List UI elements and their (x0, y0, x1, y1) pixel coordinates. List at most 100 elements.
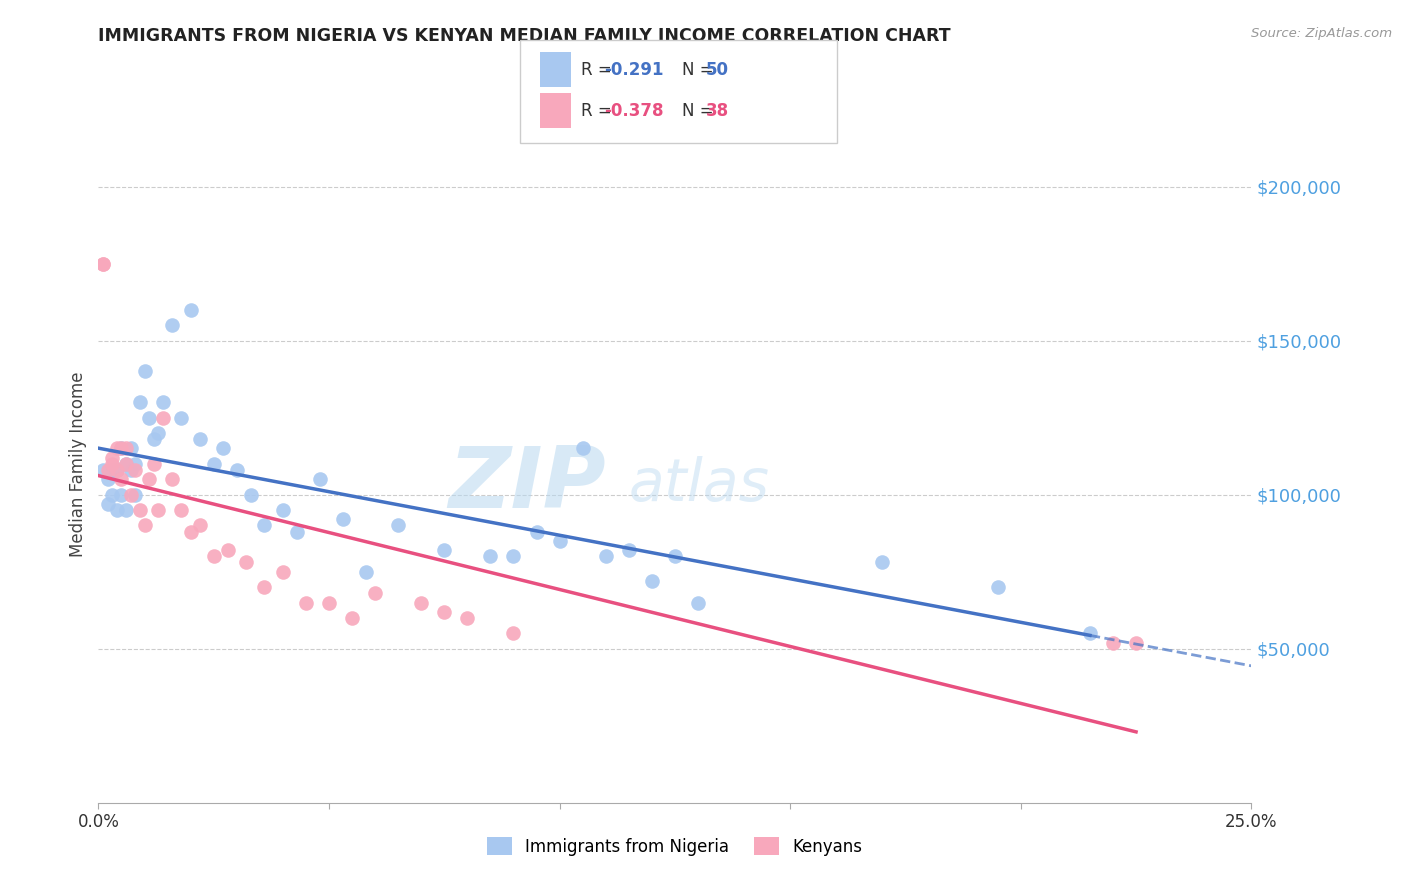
Point (148, 425, 170, 440)
Point (124, 463, 146, 477)
Point (101, 488, 124, 502)
Point (91, 256, 114, 270)
Text: N =: N = (682, 61, 718, 78)
Y-axis label: Median Family Income: Median Family Income (69, 371, 87, 557)
Point (110, 442, 132, 456)
Point (91, 256, 114, 270)
Point (217, 543, 239, 558)
Point (188, 432, 211, 446)
Point (152, 410, 174, 425)
Text: R =: R = (581, 61, 617, 78)
Point (120, 442, 142, 456)
Text: atlas: atlas (628, 456, 769, 513)
Point (110, 472, 132, 486)
Point (295, 595, 318, 609)
Point (285, 524, 308, 539)
Point (340, 611, 363, 625)
Point (124, 488, 146, 502)
Point (595, 549, 617, 564)
Point (110, 488, 132, 502)
Text: 50: 50 (706, 61, 728, 78)
Point (987, 580, 1010, 594)
Point (433, 543, 456, 558)
Point (124, 457, 146, 471)
Text: -0.291: -0.291 (605, 61, 664, 78)
Point (180, 302, 202, 317)
Point (212, 442, 235, 456)
Text: 38: 38 (706, 102, 728, 120)
Point (354, 565, 377, 579)
Point (101, 463, 124, 477)
Point (97, 472, 120, 486)
Point (101, 457, 124, 471)
Point (97, 497, 120, 511)
Point (188, 518, 211, 533)
Point (364, 586, 387, 600)
Point (433, 605, 456, 619)
Point (872, 556, 894, 570)
Point (120, 488, 142, 502)
Point (456, 611, 478, 625)
Point (129, 503, 152, 517)
Point (1102, 635, 1125, 649)
Point (115, 442, 138, 456)
Point (134, 518, 156, 533)
Point (271, 503, 294, 517)
Point (253, 518, 276, 533)
Point (115, 503, 138, 517)
Point (235, 556, 257, 570)
Legend: Immigrants from Nigeria, Kenyans: Immigrants from Nigeria, Kenyans (481, 830, 869, 863)
Point (202, 457, 225, 471)
Point (502, 549, 524, 564)
Point (1078, 626, 1101, 640)
Point (115, 457, 138, 471)
Point (1125, 635, 1147, 649)
Text: ZIP: ZIP (449, 442, 606, 525)
Point (105, 463, 128, 477)
Point (641, 574, 664, 588)
Point (571, 442, 593, 456)
Point (170, 503, 193, 517)
Point (332, 512, 354, 526)
Point (502, 626, 524, 640)
Point (479, 549, 502, 564)
Point (202, 549, 225, 564)
Point (526, 524, 548, 539)
Point (105, 463, 128, 477)
Point (152, 395, 174, 409)
Point (110, 442, 132, 456)
Point (664, 549, 686, 564)
Point (105, 442, 128, 456)
Point (271, 565, 294, 579)
Point (142, 457, 165, 471)
Point (138, 472, 160, 486)
Point (253, 580, 276, 594)
Point (180, 524, 202, 539)
Point (160, 472, 183, 486)
Text: R =: R = (581, 102, 617, 120)
Point (318, 595, 340, 609)
Point (129, 395, 152, 409)
Point (105, 503, 128, 517)
Point (138, 410, 160, 425)
Text: IMMIGRANTS FROM NIGERIA VS KENYAN MEDIAN FAMILY INCOME CORRELATION CHART: IMMIGRANTS FROM NIGERIA VS KENYAN MEDIAN… (98, 27, 950, 45)
Point (308, 472, 330, 486)
Point (686, 595, 709, 609)
Text: -0.378: -0.378 (605, 102, 664, 120)
Point (548, 533, 571, 548)
Point (170, 410, 193, 425)
Point (101, 450, 124, 465)
Text: N =: N = (682, 102, 718, 120)
Point (225, 463, 247, 477)
Point (148, 503, 170, 517)
Point (411, 595, 433, 609)
Point (91, 463, 114, 477)
Point (97, 463, 120, 477)
Point (115, 457, 138, 471)
Point (142, 432, 165, 446)
Text: Source: ZipAtlas.com: Source: ZipAtlas.com (1251, 27, 1392, 40)
Point (160, 318, 183, 333)
Point (134, 364, 156, 378)
Point (120, 463, 142, 477)
Point (387, 518, 409, 533)
